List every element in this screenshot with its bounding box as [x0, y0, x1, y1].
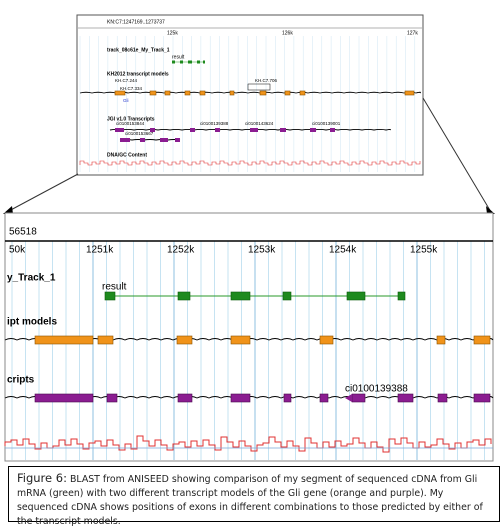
exon: [215, 128, 220, 132]
feature-label: KH.C7.244: [115, 78, 138, 83]
exon: [149, 90, 157, 96]
exon: [299, 90, 306, 96]
feature-label: ci0100139001: [312, 121, 341, 126]
figure: KN:C7:1247169..1273737 125k 126k 127k tr…: [3, 14, 495, 462]
track-label: y_Track_1: [7, 273, 56, 284]
exon: [397, 291, 406, 301]
exon: [176, 335, 193, 345]
exon: [199, 90, 206, 96]
exon: [259, 90, 267, 96]
exon: [188, 60, 192, 64]
zoom-line: [6, 173, 79, 213]
arrow-head: [3, 206, 13, 214]
exon: [229, 90, 235, 96]
exon: [114, 90, 126, 96]
track-label: DNA/GC Content: [107, 152, 147, 158]
tick-label: 126k: [282, 30, 293, 36]
exon: [230, 291, 251, 301]
caption: Figure 6: BLAST from ANISEED showing com…: [8, 466, 500, 527]
exon: [175, 138, 180, 142]
feature-label: ci0100153844: [116, 121, 145, 126]
feature-label: KH.C7.334: [120, 86, 143, 91]
tick-label: 1254k: [329, 245, 357, 256]
exon: [160, 138, 168, 142]
arrow-head: [486, 206, 495, 214]
feature-label: Gli: [123, 98, 129, 103]
tick-label: 125k: [167, 30, 178, 36]
caption-label: Figure 6:: [17, 471, 67, 485]
model-box: [247, 83, 271, 91]
track-label: JGI v1.0 Transcripts: [107, 116, 155, 122]
thumbnail-frame: [76, 14, 424, 176]
exon: [330, 128, 335, 132]
exon: [282, 291, 292, 301]
track-label: ipt models: [7, 317, 57, 328]
exon: [436, 335, 446, 345]
feature-label: ci0100143624: [245, 121, 274, 126]
exon: [164, 90, 171, 96]
exon: [437, 393, 448, 403]
exon: [34, 335, 94, 345]
exon: [319, 393, 329, 403]
intron-line: [119, 139, 181, 141]
intron-line: [79, 91, 421, 94]
exon: [351, 393, 366, 403]
track-label: track_08c61e_My_Track_1: [107, 47, 170, 53]
exon: [190, 128, 195, 132]
exon: [115, 128, 124, 132]
exon: [106, 393, 118, 403]
feature-label: KH.C7.706: [255, 78, 278, 83]
exon: [404, 90, 415, 96]
exon: [177, 393, 193, 403]
exon: [177, 291, 191, 301]
tick-label: 1255k: [410, 245, 438, 256]
exon: [280, 128, 286, 132]
zoom-line: [422, 97, 492, 213]
exon: [397, 393, 414, 403]
feature-label: ci0100139388: [200, 121, 229, 126]
exon: [120, 138, 130, 142]
exon: [473, 393, 491, 403]
exon: [283, 393, 292, 403]
exon: [172, 60, 175, 64]
exon: [230, 335, 251, 345]
caption-text: BLAST from ANISEED showing comparison of…: [17, 474, 483, 527]
exon: [310, 128, 316, 132]
exon: [203, 60, 205, 64]
track-label: KH2012 transcript models: [107, 71, 169, 77]
location: KN:C7:1247169..1273737: [107, 19, 165, 25]
exon: [230, 393, 251, 403]
tick-label: 50k: [9, 245, 26, 256]
tick-label: 127k: [407, 30, 418, 36]
gc-content: [4, 435, 492, 453]
exon: [150, 128, 155, 132]
exon: [184, 90, 191, 96]
exon: [34, 393, 94, 403]
exon: [250, 128, 258, 132]
feature-label: ci0100153667: [125, 131, 154, 136]
exon: [97, 335, 114, 345]
exon: [319, 335, 334, 345]
gc-content: [79, 160, 421, 166]
tick-label: 1252k: [167, 245, 195, 256]
feature-label: result: [102, 282, 127, 293]
exon: [346, 291, 366, 301]
strand-arrow: [345, 394, 352, 402]
track-label: cripts: [7, 375, 35, 386]
feature-label: ci0100139388: [345, 384, 408, 395]
position: 56518: [9, 227, 37, 238]
exon: [197, 60, 200, 64]
feature-label: result: [172, 54, 185, 60]
tick-label: 1251k: [86, 245, 114, 256]
exon: [140, 138, 145, 142]
exon: [104, 291, 116, 301]
exon: [284, 90, 291, 96]
exon: [180, 60, 183, 64]
exon: [473, 335, 491, 345]
tick-label: 1253k: [248, 245, 276, 256]
